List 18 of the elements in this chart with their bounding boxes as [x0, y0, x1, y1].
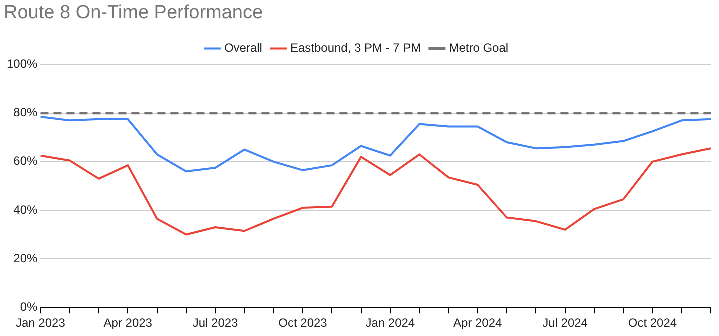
x-tick-label: Oct 2024: [628, 316, 678, 330]
x-tick-label: Jul 2024: [542, 316, 588, 330]
x-tick-label: Jan 2024: [366, 316, 416, 330]
legend-label: Metro Goal: [449, 41, 509, 56]
y-tick-label: 40%: [14, 202, 38, 217]
legend-label: Eastbound, 3 PM - 7 PM: [290, 41, 422, 56]
x-tick-label: Oct 2023: [278, 316, 328, 330]
legend-label: Overall: [224, 41, 262, 56]
x-tick-label: Jul 2023: [192, 316, 239, 330]
y-tick-label: 60%: [14, 154, 38, 168]
x-tick-label: Apr 2023: [104, 316, 153, 330]
chart-title: Route 8 On-Time Performance: [4, 2, 264, 24]
x-tick-label: Jan 2023: [16, 316, 66, 330]
x-tick-label: Apr 2024: [454, 316, 503, 330]
y-tick-label: 0%: [20, 300, 38, 314]
y-tick-label: 80%: [14, 106, 38, 120]
y-tick-label: 20%: [14, 251, 38, 266]
y-tick-label: 100%: [6, 57, 38, 72]
